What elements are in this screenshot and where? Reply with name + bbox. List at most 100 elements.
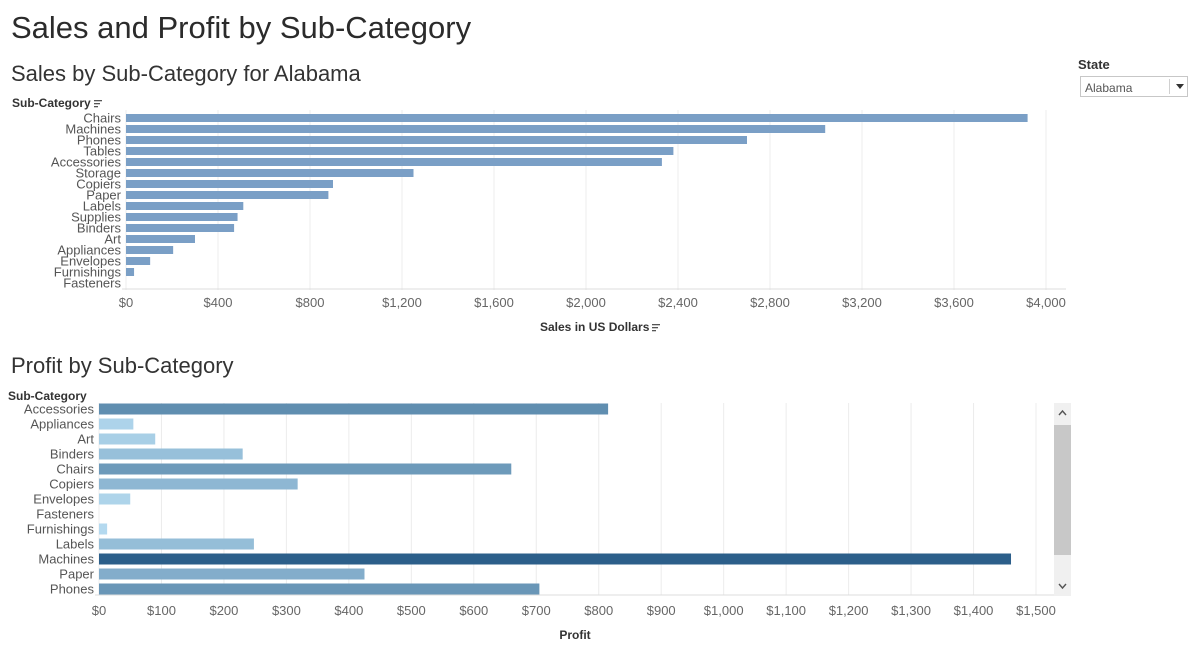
state-selected-value: Alabama [1085, 81, 1133, 95]
x-tick-label: $300 [272, 603, 301, 618]
bar[interactable] [99, 403, 609, 415]
bar[interactable] [126, 136, 747, 144]
x-tick-label: $1,100 [766, 603, 806, 618]
category-label: Envelopes [60, 254, 121, 269]
x-tick-label: $2,800 [750, 295, 790, 310]
bar[interactable] [126, 224, 235, 232]
sales-x-axis-title[interactable]: Sales in US Dollars [540, 320, 661, 334]
bar[interactable] [99, 568, 365, 580]
category-label: Accessories [24, 402, 95, 417]
bar[interactable] [126, 169, 414, 177]
bar[interactable] [99, 523, 108, 535]
category-label: Appliances [30, 417, 94, 432]
x-tick-label: $1,500 [1016, 603, 1056, 618]
bar[interactable] [126, 158, 662, 166]
bar[interactable] [99, 418, 134, 430]
x-tick-label: $4,000 [1026, 295, 1066, 310]
x-tick-label: $500 [397, 603, 426, 618]
state-dropdown[interactable]: Alabama [1080, 76, 1188, 97]
sales-chart-title: Sales by Sub-Category for Alabama [11, 61, 361, 86]
bar[interactable] [126, 125, 826, 133]
category-label: Art [104, 232, 121, 247]
category-label: Paper [86, 188, 121, 203]
category-label: Binders [50, 447, 95, 462]
profit-row-header[interactable]: Sub-Category [8, 389, 87, 403]
chevron-up-icon[interactable] [1054, 403, 1071, 423]
bar[interactable] [126, 147, 674, 155]
profit-x-axis-title[interactable]: Profit [559, 628, 590, 642]
category-label: Binders [77, 221, 122, 236]
x-tick-label: $0 [119, 295, 133, 310]
category-label: Fasteners [36, 507, 94, 522]
category-label: Furnishings [27, 522, 95, 537]
bar[interactable] [99, 448, 243, 460]
bar[interactable] [99, 583, 540, 595]
x-tick-label: $600 [459, 603, 488, 618]
category-label: Envelopes [33, 492, 94, 507]
category-label: Appliances [57, 243, 121, 258]
bar[interactable] [99, 433, 156, 445]
dropdown-divider [1169, 79, 1170, 94]
x-tick-label: $1,400 [954, 603, 994, 618]
scroll-thumb[interactable] [1054, 425, 1071, 555]
x-tick-label: $400 [204, 295, 233, 310]
x-tick-label: $100 [147, 603, 176, 618]
sort-icon[interactable] [93, 99, 102, 108]
dashboard-title: Sales and Profit by Sub-Category [11, 10, 472, 45]
x-tick-label: $3,200 [842, 295, 882, 310]
category-label: Supplies [71, 210, 121, 225]
category-label: Phones [77, 133, 122, 148]
bar[interactable] [126, 246, 174, 254]
profit-chart-title: Profit by Sub-Category [11, 353, 234, 378]
bar[interactable] [126, 180, 333, 188]
category-label: Fasteners [63, 276, 121, 291]
bar[interactable] [99, 553, 1012, 565]
category-label: Machines [38, 552, 94, 567]
bar[interactable] [126, 257, 151, 265]
sort-icon[interactable] [652, 323, 661, 332]
profit-scrollbar[interactable] [1054, 403, 1071, 596]
category-label: Tables [83, 144, 121, 159]
x-tick-label: $1,600 [474, 295, 514, 310]
bar[interactable] [126, 235, 195, 243]
bar[interactable] [126, 114, 1028, 122]
category-label: Storage [75, 166, 121, 181]
dropdown-arrow-icon[interactable] [1175, 81, 1185, 91]
category-label: Chairs [83, 111, 121, 126]
profit-chart: AccessoriesAppliancesArtBindersChairsCop… [24, 402, 1056, 642]
category-label: Phones [50, 582, 95, 597]
x-tick-label: $700 [522, 603, 551, 618]
x-tick-label: $1,300 [891, 603, 931, 618]
x-tick-label: $900 [647, 603, 676, 618]
category-label: Art [77, 432, 94, 447]
bar[interactable] [126, 268, 135, 276]
x-tick-label: $3,600 [934, 295, 974, 310]
x-tick-label: $0 [92, 603, 106, 618]
x-tick-label: $400 [334, 603, 363, 618]
x-tick-label: $2,000 [566, 295, 606, 310]
bar[interactable] [126, 213, 238, 221]
sales-row-header-label: Sub-Category [12, 96, 91, 110]
bar[interactable] [99, 493, 131, 505]
category-label: Copiers [76, 177, 121, 192]
x-tick-label: $800 [296, 295, 325, 310]
x-tick-label: $1,200 [829, 603, 869, 618]
x-tick-label: $2,400 [658, 295, 698, 310]
bar[interactable] [99, 538, 254, 550]
x-tick-label: $1,000 [704, 603, 744, 618]
category-label: Labels [83, 199, 122, 214]
category-label: Machines [65, 122, 121, 137]
category-label: Labels [56, 537, 95, 552]
x-tick-label: $200 [209, 603, 238, 618]
category-label: Copiers [49, 477, 94, 492]
x-tick-label: $800 [584, 603, 613, 618]
bar[interactable] [99, 463, 512, 475]
sales-row-header[interactable]: Sub-Category [12, 96, 102, 110]
sales-chart: ChairsMachinesPhonesTablesAccessoriesSto… [51, 110, 1066, 310]
bar[interactable] [126, 191, 329, 199]
bar[interactable] [99, 478, 298, 490]
chevron-down-icon[interactable] [1054, 576, 1071, 596]
category-label: Chairs [56, 462, 94, 477]
category-label: Accessories [51, 155, 122, 170]
bar[interactable] [126, 202, 244, 210]
